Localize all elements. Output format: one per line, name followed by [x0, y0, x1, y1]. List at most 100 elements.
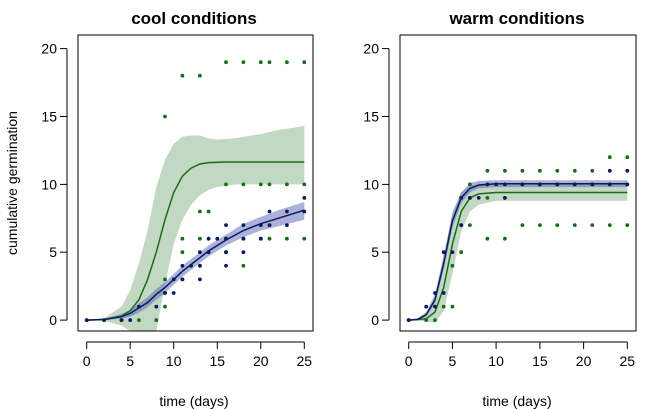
warm-blue-point [503, 196, 507, 200]
cool-blue-point [224, 223, 228, 228]
cool-blue-point [241, 250, 246, 255]
cool-y-tick-label: 5 [49, 244, 57, 260]
cool-blue-point [171, 291, 176, 295]
cool-y-tick-label: 10 [41, 176, 57, 192]
warm-blue-point [441, 250, 446, 255]
warm-green-point [503, 236, 507, 241]
warm-green-point [520, 223, 525, 228]
cool-green-point [258, 182, 263, 187]
warm-green-point [450, 263, 455, 268]
cool-y-tick-label: 20 [41, 41, 57, 57]
cool-blue-point [163, 291, 167, 295]
cool-plot-area: 0 5 10 15 20 25 0 5 10 15 20 [41, 34, 314, 369]
cool-green-point [137, 318, 141, 322]
cool-blue-fit-curve [86, 209, 305, 321]
warm-blue-point [555, 182, 560, 187]
cool-green-point [302, 236, 307, 241]
cool-conditions-title: cool conditions [131, 9, 257, 28]
warm-green-point [424, 318, 429, 322]
warm-blue-point [450, 250, 455, 255]
warm-y-tick-label: 20 [363, 41, 379, 57]
cool-green-point [285, 236, 289, 241]
cool-x-tick-label: 15 [210, 353, 226, 369]
cool-green-point [198, 236, 202, 241]
warm-blue-point [406, 318, 411, 322]
warm-blue-point [476, 196, 481, 200]
warm-blue-point [494, 182, 498, 187]
warm-data-layer [406, 155, 630, 323]
warm-conditions-panel: warm conditions 0 5 10 15 20 25 0 5 10 15 20 time … [363, 9, 637, 409]
cool-blue-point [267, 209, 272, 214]
warm-blue-point [485, 182, 490, 187]
warm-x-axis-title: time (days) [482, 393, 551, 409]
warm-green-point [572, 223, 577, 228]
warm-conditions-title: warm conditions [448, 9, 584, 28]
cool-blue-point [302, 209, 307, 214]
cool-blue-point [258, 236, 263, 241]
warm-green-point [538, 223, 542, 228]
warm-blue-point [625, 182, 630, 187]
warm-y-tick-label: 15 [363, 109, 379, 125]
warm-x-tick-label: 10 [488, 353, 504, 369]
cool-blue-point [302, 196, 307, 200]
cool-blue-point [258, 223, 263, 228]
warm-blue-point [441, 291, 446, 295]
cool-green-point [241, 182, 246, 187]
cool-green-point [285, 60, 289, 65]
warm-x-tick-label: 5 [449, 353, 457, 369]
warm-y-tick-label: 10 [363, 176, 379, 192]
cool-blue-point [206, 250, 211, 255]
warm-blue-point [433, 304, 437, 309]
warm-blue-point [520, 182, 525, 187]
cool-blue-point [171, 277, 176, 282]
cool-blue-point [215, 236, 220, 241]
cool-blue-point [198, 250, 202, 255]
cool-blue-point [198, 263, 202, 268]
cool-green-point [267, 60, 272, 65]
warm-green-point [555, 168, 560, 173]
cool-green-point [285, 182, 289, 187]
warm-blue-point [424, 304, 429, 309]
warm-green-point [485, 196, 490, 200]
warm-green-confidence-band [408, 184, 628, 323]
warm-x-tick-label: 15 [532, 353, 548, 369]
cool-green-point [241, 263, 246, 268]
cool-x-axis-title: time (days) [159, 393, 228, 409]
cool-x-tick-label: 5 [126, 353, 134, 369]
cool-green-point [224, 182, 228, 187]
warm-blue-point [468, 196, 472, 200]
cool-blue-point [119, 318, 124, 322]
cool-green-point [180, 250, 185, 255]
cool-green-point [258, 60, 263, 65]
cool-conditions-panel: cool conditions 0 5 10 15 20 25 0 5 10 15 20 time … [41, 9, 314, 409]
cool-green-point [163, 304, 167, 309]
cool-blue-point [285, 223, 289, 228]
warm-green-point [590, 168, 595, 173]
warm-green-point [433, 318, 437, 322]
warm-green-point [572, 168, 577, 173]
cool-plot-frame [77, 34, 314, 332]
cool-green-point [198, 209, 202, 214]
warm-y-tick-label: 0 [371, 312, 379, 328]
warm-x-tick-label: 20 [576, 353, 592, 369]
cool-blue-point [180, 277, 185, 282]
cool-blue-point [189, 263, 194, 268]
cool-blue-point [267, 223, 272, 228]
cool-blue-point [285, 209, 289, 214]
cool-green-point [267, 182, 272, 187]
cool-blue-point [154, 304, 159, 309]
cool-green-point [206, 209, 211, 214]
cool-y-tick-label: 0 [49, 312, 57, 328]
warm-green-point [555, 223, 560, 228]
cool-green-point [180, 236, 185, 241]
cool-blue-point [224, 263, 228, 268]
warm-x-tick-label: 0 [405, 353, 413, 369]
cool-blue-point [224, 250, 228, 255]
warm-green-point [485, 236, 490, 241]
cool-green-confidence-band [86, 126, 305, 331]
cool-green-point [163, 277, 167, 282]
warm-green-point [441, 304, 446, 309]
warm-green-point [468, 223, 472, 228]
cool-green-fit-curve [86, 161, 305, 321]
